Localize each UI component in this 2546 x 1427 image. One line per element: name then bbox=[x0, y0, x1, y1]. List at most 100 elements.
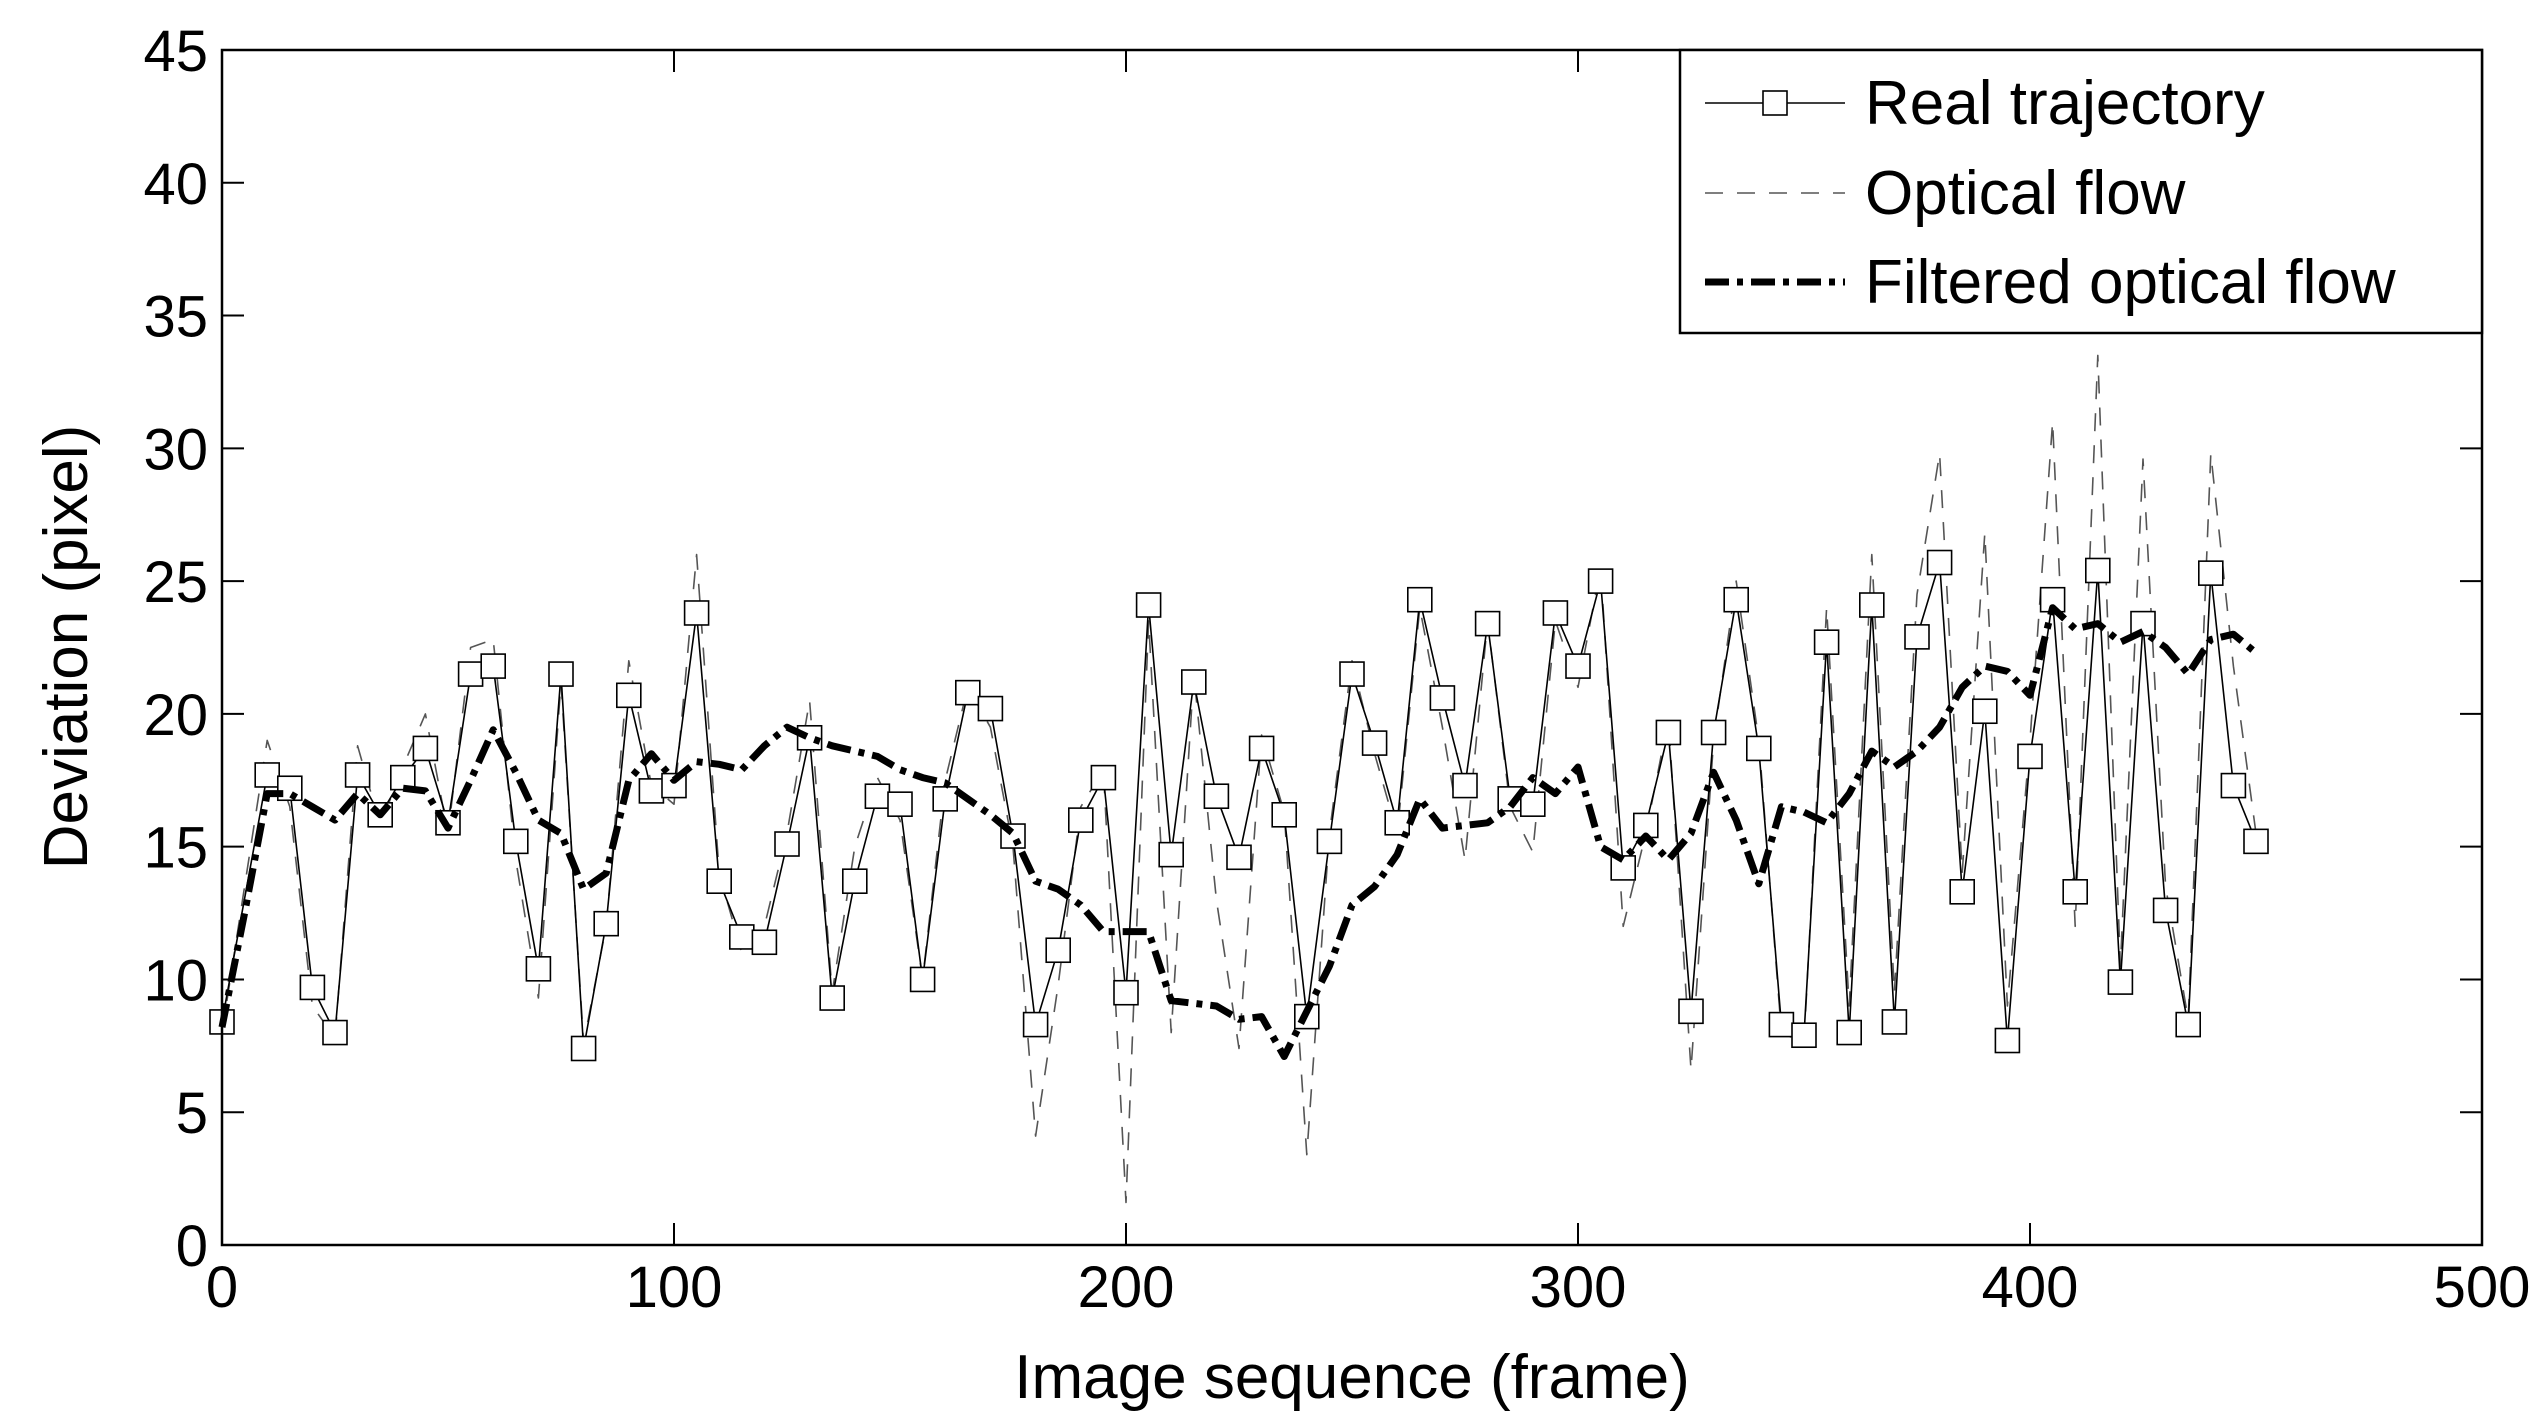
y-tick-label: 30 bbox=[143, 417, 208, 482]
data-point-marker bbox=[254, 762, 280, 788]
legend-label-real-trajectory: Real trajectory bbox=[1865, 69, 2265, 138]
y-tick-label: 0 bbox=[176, 1214, 208, 1279]
series-real-trajectory bbox=[209, 549, 2269, 1062]
data-point-marker bbox=[1994, 1027, 2021, 1054]
data-point-marker bbox=[1248, 735, 1275, 762]
data-point-marker bbox=[2198, 560, 2224, 586]
plot-frame bbox=[220, 48, 2484, 1247]
data-point-marker bbox=[322, 1019, 348, 1046]
legend-box bbox=[1678, 48, 2484, 335]
y-tick-label: 40 bbox=[143, 152, 208, 217]
data-point-marker bbox=[751, 929, 778, 956]
data-point-marker bbox=[1836, 1019, 1862, 1046]
data-point-marker bbox=[1452, 772, 1478, 799]
y-tick-label: 10 bbox=[143, 948, 208, 1013]
data-point-marker bbox=[1361, 730, 1388, 756]
data-point-marker bbox=[480, 653, 507, 679]
y-tick-label: 5 bbox=[176, 1081, 208, 1146]
data-point-marker bbox=[570, 1035, 597, 1062]
data-point-marker bbox=[412, 735, 439, 762]
y-tick-label: 45 bbox=[143, 19, 208, 84]
x-tick-label: 200 bbox=[1078, 1255, 1175, 1320]
data-point-marker bbox=[1723, 586, 1749, 613]
data-point-marker bbox=[1926, 549, 1953, 576]
data-point-marker bbox=[2220, 772, 2247, 799]
data-point-marker bbox=[1700, 719, 1727, 746]
data-point-marker bbox=[819, 985, 846, 1011]
data-point-marker bbox=[1791, 1022, 1817, 1049]
series-filtered-optical-flow bbox=[218, 604, 2259, 1060]
x-tick-label: 300 bbox=[1530, 1255, 1627, 1320]
legend-label-optical-flow: Optical flow bbox=[1865, 159, 2186, 228]
data-point-marker bbox=[1113, 979, 1139, 1006]
y-tick-label: 25 bbox=[143, 550, 208, 615]
y-tick-label: 20 bbox=[143, 683, 208, 748]
data-point-marker bbox=[1565, 653, 1591, 679]
data-point-marker bbox=[1271, 801, 1297, 828]
data-point-marker bbox=[1068, 807, 1094, 833]
x-tick-label: 500 bbox=[2434, 1255, 2531, 1320]
data-point-marker bbox=[1813, 629, 1840, 655]
data-point-marker bbox=[728, 924, 755, 950]
data-point-marker bbox=[909, 966, 936, 993]
data-point-marker bbox=[299, 974, 326, 1001]
data-point-marker bbox=[1678, 998, 1704, 1025]
data-point-marker bbox=[841, 868, 868, 894]
data-point-marker bbox=[1542, 600, 1569, 626]
data-point-marker bbox=[954, 679, 981, 706]
data-point-marker bbox=[1203, 783, 1230, 810]
axes-layer: 0 100 200 300 400 500 0 5 10 15 20 25 30 35 40 45 bbox=[143, 19, 2530, 1320]
data-point-marker bbox=[344, 762, 371, 788]
data-point-marker bbox=[1949, 879, 1975, 905]
series-layer bbox=[209, 354, 2269, 1204]
data-point-marker bbox=[1746, 735, 1772, 762]
data-point-marker bbox=[1090, 764, 1117, 791]
data-point-marker bbox=[638, 778, 665, 804]
data-point-marker bbox=[2107, 969, 2134, 995]
data-point-marker bbox=[932, 786, 959, 812]
data-point-marker bbox=[887, 791, 913, 817]
y-tick-label: 35 bbox=[143, 285, 208, 350]
data-point-marker bbox=[1587, 568, 1614, 594]
data-point-marker bbox=[593, 910, 620, 937]
data-point-marker bbox=[1181, 669, 1207, 695]
y-tick-label: 15 bbox=[143, 816, 208, 881]
data-point-marker bbox=[683, 600, 710, 626]
data-point-marker bbox=[1429, 685, 1456, 711]
data-point-marker bbox=[502, 828, 529, 855]
data-point-marker bbox=[1474, 610, 1501, 637]
data-point-marker bbox=[2085, 557, 2111, 584]
data-point-marker bbox=[2062, 879, 2088, 905]
data-point-marker bbox=[2243, 828, 2269, 855]
series-line bbox=[218, 604, 2259, 1060]
x-tick-label: 0 bbox=[206, 1255, 238, 1320]
data-point-marker bbox=[1226, 844, 1252, 871]
data-point-marker bbox=[1022, 1011, 1049, 1038]
y-axis-label: Deviation (pixel) bbox=[32, 425, 101, 870]
data-point-marker bbox=[548, 661, 574, 687]
data-point-marker bbox=[1972, 698, 1998, 725]
data-point-marker bbox=[389, 764, 416, 791]
data-point-marker bbox=[525, 956, 552, 982]
legend-label-filtered-optical-flow: Filtered optical flow bbox=[1865, 248, 2396, 317]
data-point-marker bbox=[1407, 586, 1433, 613]
data-point-marker bbox=[1384, 809, 1410, 836]
data-point-marker bbox=[1316, 828, 1343, 855]
data-point-marker bbox=[1904, 624, 1930, 650]
data-point-marker bbox=[706, 868, 733, 894]
data-point-marker bbox=[2017, 743, 2043, 770]
data-point-marker bbox=[1339, 661, 1365, 687]
x-tick-label: 400 bbox=[1982, 1255, 2079, 1320]
data-point-marker bbox=[457, 661, 484, 687]
data-point-marker bbox=[1045, 937, 1071, 964]
legend: Real trajectory Optical flow Filtered op… bbox=[1678, 48, 2484, 335]
data-point-marker bbox=[1520, 791, 1546, 817]
x-axis-label: Image sequence (frame) bbox=[1014, 1343, 1689, 1412]
legend-marker-real-trajectory bbox=[1762, 90, 1788, 116]
data-point-marker bbox=[2152, 897, 2179, 924]
data-point-marker bbox=[1610, 855, 1636, 881]
data-point-marker bbox=[1881, 1009, 1908, 1035]
data-point-marker bbox=[1655, 719, 1682, 746]
data-point-marker bbox=[774, 831, 800, 857]
